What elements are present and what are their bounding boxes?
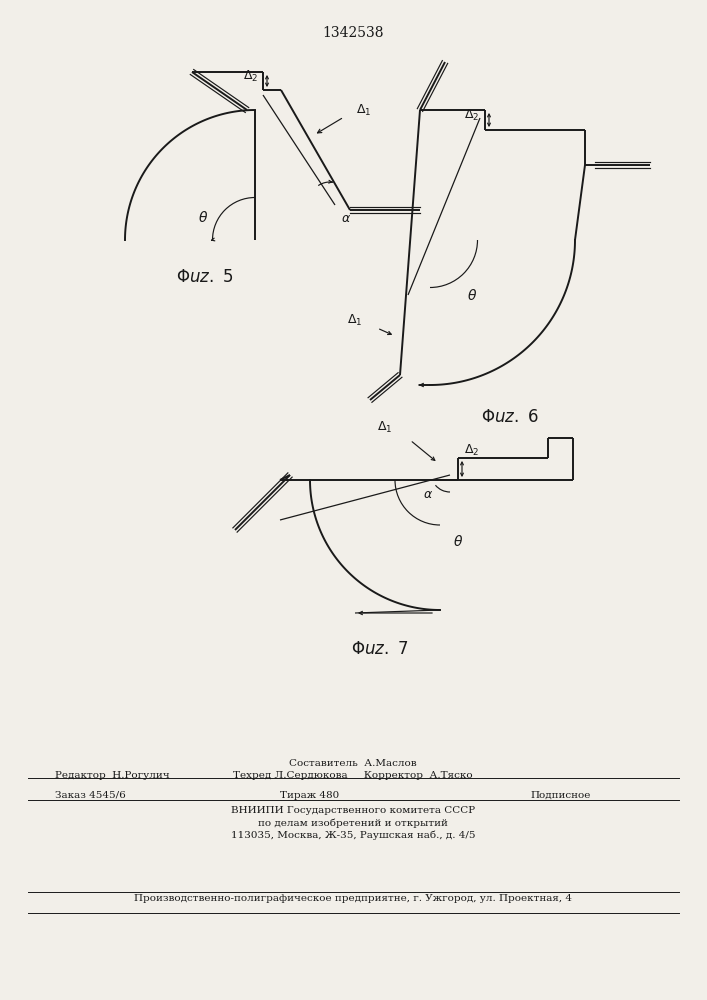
Text: $\Delta_1$: $\Delta_1$ <box>347 312 363 328</box>
Text: $\alpha$: $\alpha$ <box>341 213 351 226</box>
Text: Составитель  А.Маслов: Составитель А.Маслов <box>289 759 417 768</box>
Text: Производственно-полиграфическое предприятне, г. Ужгород, ул. Проектная, 4: Производственно-полиграфическое предприя… <box>134 894 572 903</box>
Text: $\Phi u z.\ 7$: $\Phi u z.\ 7$ <box>351 642 409 658</box>
Text: $\Phi u z.\ 5$: $\Phi u z.\ 5$ <box>176 268 234 286</box>
Text: $\Delta_1$: $\Delta_1$ <box>378 419 392 435</box>
Text: $\theta$: $\theta$ <box>453 534 463 550</box>
Text: $\theta$: $\theta$ <box>467 288 477 302</box>
Text: 113035, Москва, Ж-35, Раушская наб., д. 4/5: 113035, Москва, Ж-35, Раушская наб., д. … <box>230 830 475 840</box>
Text: $\Delta_2$: $\Delta_2$ <box>464 442 479 458</box>
Text: $\Delta_1$: $\Delta_1$ <box>356 102 372 118</box>
Text: $\Delta_2$: $\Delta_2$ <box>464 107 479 123</box>
Text: Заказ 4545/6: Заказ 4545/6 <box>55 791 126 800</box>
Text: $\Phi u z.\ 6$: $\Phi u z.\ 6$ <box>481 408 539 426</box>
Text: Подписное: Подписное <box>530 791 590 800</box>
Text: $\theta$: $\theta$ <box>198 211 208 226</box>
Text: $\alpha$: $\alpha$ <box>423 488 433 502</box>
Text: по делам изобретений и открытий: по делам изобретений и открытий <box>258 818 448 828</box>
Text: Техред Л.Сердюкова     Корректор  А.Тяско: Техред Л.Сердюкова Корректор А.Тяско <box>233 771 473 780</box>
Text: $\Delta_2$: $\Delta_2$ <box>243 68 259 84</box>
Text: Тираж 480: Тираж 480 <box>281 791 339 800</box>
Text: ВНИИПИ Государственного комитета СССР: ВНИИПИ Государственного комитета СССР <box>231 806 475 815</box>
Text: 1342538: 1342538 <box>322 26 384 40</box>
Text: Редактор  Н.Рогулич: Редактор Н.Рогулич <box>55 771 170 780</box>
